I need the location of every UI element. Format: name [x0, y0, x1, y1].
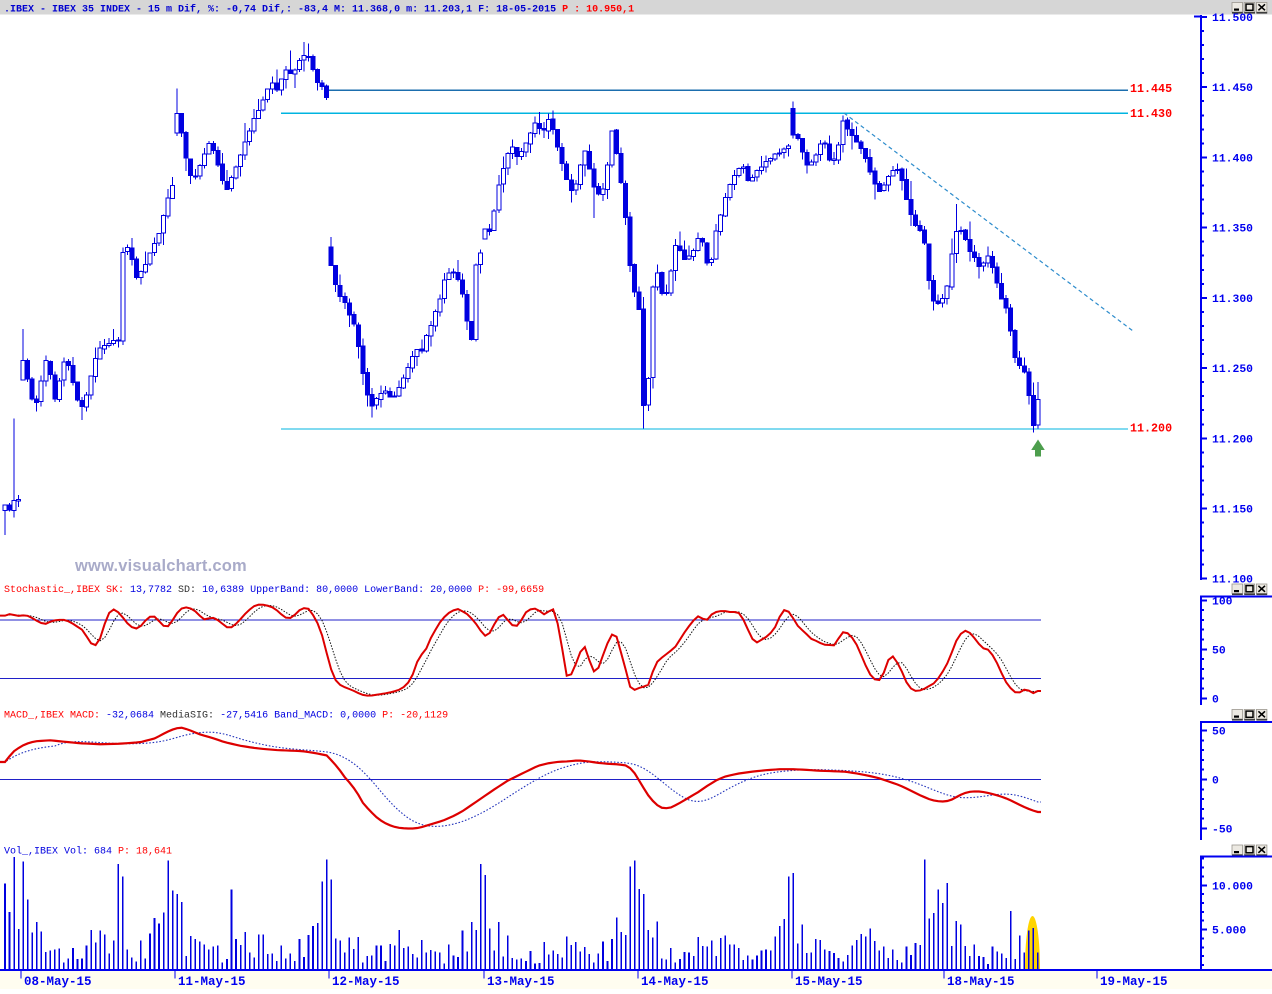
svg-text:11.445: 11.445 — [1130, 82, 1172, 96]
svg-text:19-May-15: 19-May-15 — [1100, 975, 1168, 989]
svg-text:11-May-15: 11-May-15 — [178, 975, 246, 989]
svg-text:11.150: 11.150 — [1212, 505, 1253, 517]
svg-text:Stochastic_,IBEX SK: 13,7782 S: Stochastic_,IBEX SK: 13,7782 SD: 10,6389… — [4, 584, 544, 596]
svg-text:18-May-15: 18-May-15 — [947, 975, 1015, 989]
svg-text:08-May-15: 08-May-15 — [24, 975, 92, 989]
svg-text:11.300: 11.300 — [1212, 294, 1253, 306]
svg-text:0: 0 — [1212, 776, 1219, 788]
svg-text:-50: -50 — [1212, 825, 1233, 837]
svg-text:.IBEX - IBEX 35 INDEX - 15 m: .IBEX - IBEX 35 INDEX - 15 m Dif, %: -0,… — [4, 4, 634, 16]
svg-text:11.350: 11.350 — [1212, 224, 1253, 236]
svg-text:14-May-15: 14-May-15 — [641, 975, 709, 989]
svg-text:11.250: 11.250 — [1212, 364, 1253, 376]
svg-text:Vol_,IBEX Vol: 684 P: 18,641: Vol_,IBEX Vol: 684 P: 18,641 — [4, 846, 172, 858]
svg-text:10.000: 10.000 — [1212, 881, 1253, 893]
svg-text:100: 100 — [1212, 596, 1233, 608]
svg-text:12-May-15: 12-May-15 — [332, 975, 400, 989]
svg-text:11.400: 11.400 — [1212, 153, 1253, 165]
svg-text:11.200: 11.200 — [1130, 422, 1172, 436]
svg-text:11.430: 11.430 — [1130, 107, 1172, 121]
svg-text:11.450: 11.450 — [1212, 83, 1253, 95]
svg-text:11.200: 11.200 — [1212, 434, 1253, 446]
svg-text:50: 50 — [1212, 645, 1226, 657]
svg-text:13-May-15: 13-May-15 — [487, 975, 555, 989]
svg-text:www.visualchart.com: www.visualchart.com — [74, 557, 247, 575]
svg-text:15-May-15: 15-May-15 — [795, 975, 863, 989]
svg-text:11.500: 11.500 — [1212, 13, 1253, 25]
svg-text:5.000: 5.000 — [1212, 926, 1246, 938]
svg-text:MACD_,IBEX MACD: -32,0684 Medi: MACD_,IBEX MACD: -32,0684 MediaSIG: -27,… — [4, 710, 448, 722]
svg-text:11.100: 11.100 — [1212, 575, 1253, 587]
svg-text:0: 0 — [1212, 694, 1219, 706]
svg-text:50: 50 — [1212, 727, 1226, 739]
